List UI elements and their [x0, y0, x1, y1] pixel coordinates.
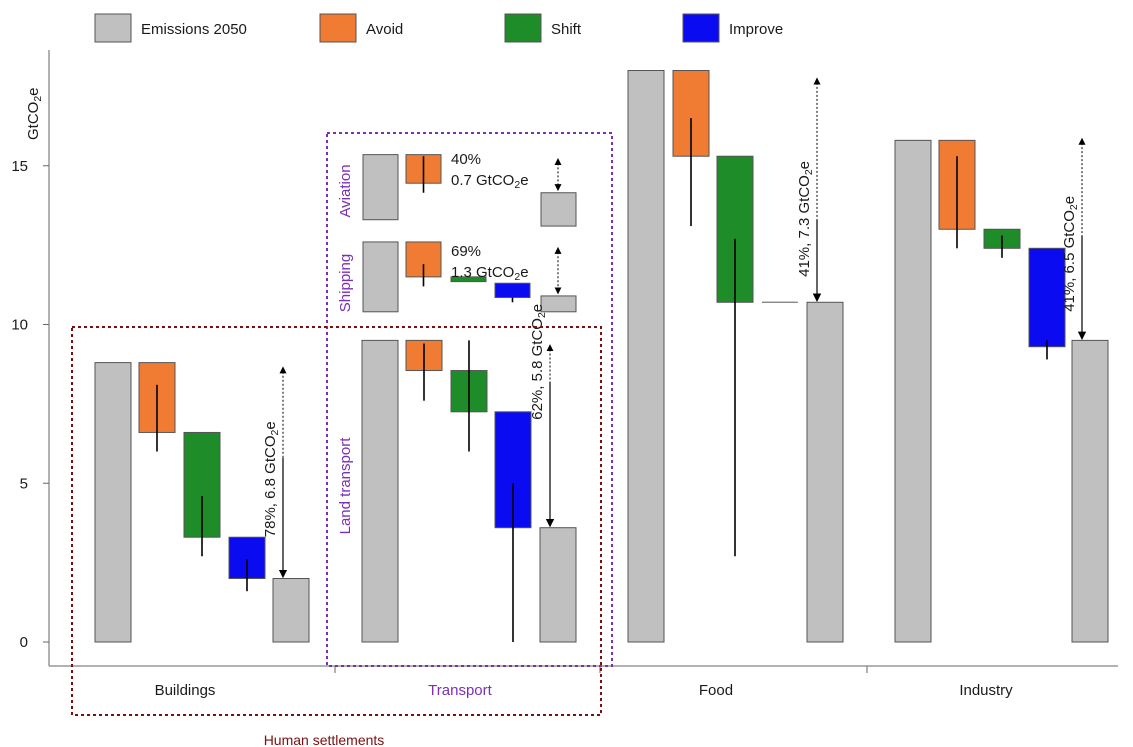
shipping-bar-3-shift — [450, 276, 487, 283]
annotations: 78%, 6.8 GtCO2e 62%, 5.8 GtCO2e 41%, 7.3 G… — [262, 77, 1087, 579]
shipping-bar-1-emissions — [362, 241, 399, 313]
legend-swatch-emissions-2050 — [94, 13, 132, 43]
y-tick-label: 10 — [11, 317, 28, 334]
bars — [94, 70, 1109, 643]
buildings-bar-5-emissions — [272, 578, 310, 643]
error-bars — [156, 118, 1048, 642]
y-tick-label: 5 — [20, 475, 28, 492]
industry-reduction-label: 41%, 6.5 GtCO2e — [1061, 196, 1080, 312]
shipping-percent-label: 69% — [451, 243, 481, 260]
shipping-bar-4-improve — [494, 282, 531, 299]
subsector-label-shipping: Shipping — [337, 254, 354, 312]
human-settlements-dashed-box — [71, 326, 602, 716]
legend-swatch-improve — [682, 13, 720, 43]
y-tick-label: 0 — [20, 634, 28, 651]
aviation-bar-1-emissions — [362, 154, 399, 221]
legend-label-avoid: Avoid — [366, 21, 403, 38]
y-axis-label: GtCO2e — [25, 87, 44, 140]
legend-swatch-shift — [504, 13, 542, 43]
axes: 0 5 10 15 GtCO2e Buildings Transport Food Indust… — [11, 50, 1118, 699]
buildings-reduction-label: 78%, 6.8 GtCO2e — [262, 421, 281, 537]
shipping-amount-label: 1.3 GtCO2e — [451, 264, 529, 283]
land-transport-bar-1-emissions — [361, 339, 399, 643]
food-bar-5-emissions — [806, 301, 844, 643]
industry-bar-1-emissions — [894, 139, 932, 643]
shipping-bar-5-emissions — [540, 295, 577, 313]
human-settlements-label: Human settlements — [264, 732, 385, 747]
food-reduction-label: 41%, 7.3 GtCO2e — [796, 161, 815, 277]
aviation-amount-label: 0.7 GtCO2e — [451, 172, 529, 191]
food-bar-1-emissions — [627, 70, 665, 643]
aviation-percent-label: 40% — [451, 151, 481, 168]
legend-label-shift: Shift — [551, 21, 582, 38]
industry-bar-5-emissions — [1071, 339, 1109, 643]
land-transport-bar-5-emissions — [539, 527, 577, 643]
x-category-label-industry: Industry — [959, 682, 1013, 699]
legend-label-emissions-2050: Emissions 2050 — [141, 21, 247, 38]
y-tick-label: 15 — [11, 158, 28, 175]
industry-bar-4-improve — [1028, 247, 1066, 348]
subsector-label-aviation: Aviation — [337, 164, 354, 217]
aviation-bar-3-emissions — [540, 192, 577, 227]
legend: Emissions 2050 Avoid Shift Improve — [94, 13, 783, 43]
land-transport-reduction-label: 62%, 5.8 GtCO2e — [529, 304, 548, 420]
subsector-label-land-transport: Land transport — [337, 437, 354, 535]
x-category-label-food: Food — [699, 682, 733, 699]
legend-label-improve: Improve — [729, 21, 783, 38]
group-boxes: Human settlements Aviation Shipping Land tr… — [71, 132, 613, 747]
buildings-bar-1-emissions — [94, 362, 132, 643]
legend-swatch-avoid — [319, 13, 357, 43]
x-category-label-buildings: Buildings — [155, 682, 216, 699]
transport-dashed-box — [326, 132, 613, 667]
x-category-label-transport: Transport — [428, 682, 492, 699]
